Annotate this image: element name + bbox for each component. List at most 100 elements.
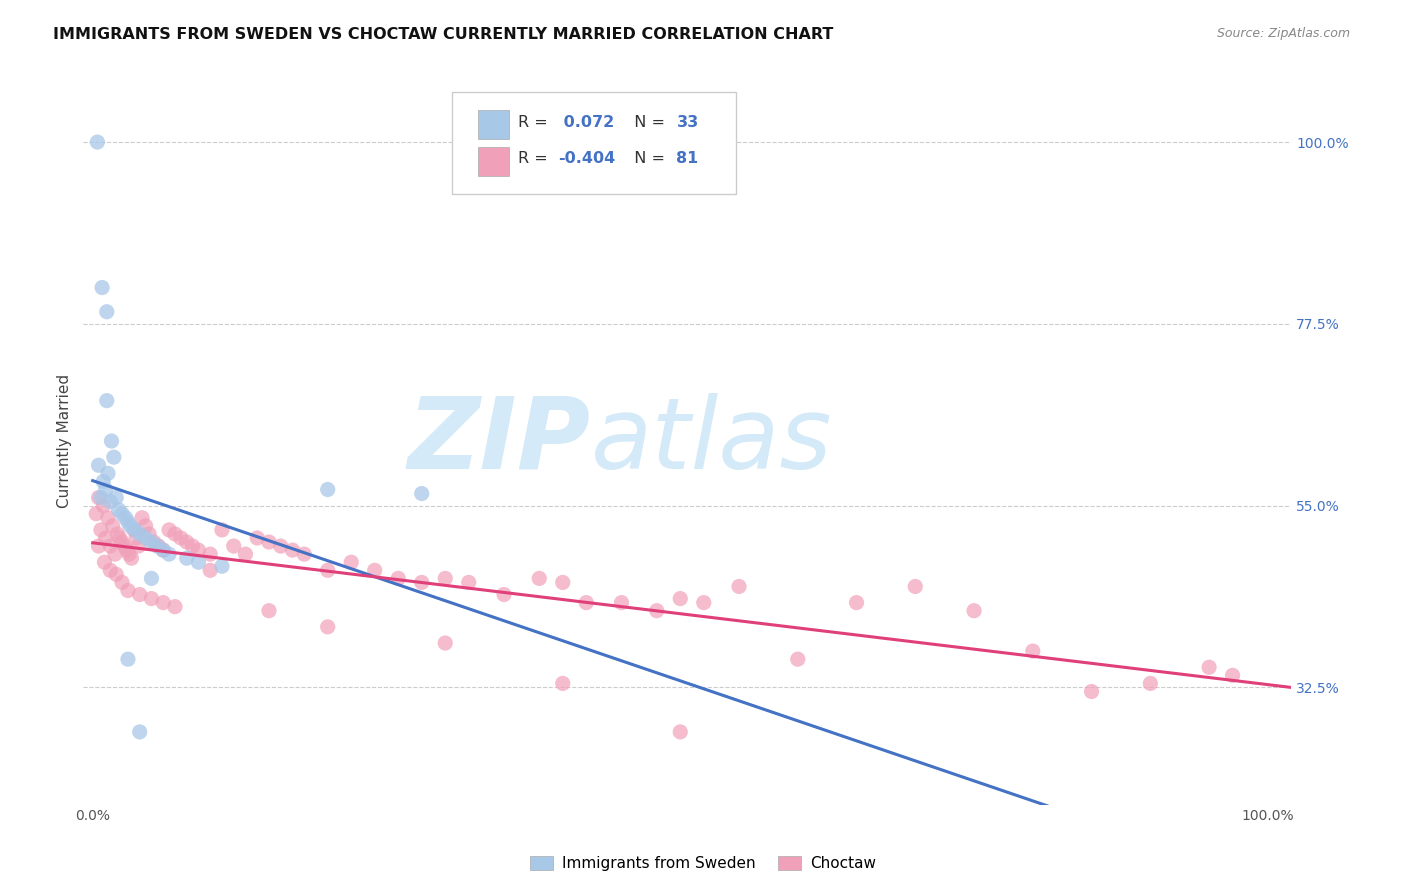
Point	[387, 571, 409, 585]
Point	[963, 604, 986, 618]
Point	[117, 583, 139, 598]
Point	[118, 547, 141, 561]
Point	[142, 535, 165, 549]
Point	[270, 539, 292, 553]
Point	[91, 280, 114, 294]
Point	[111, 507, 134, 521]
Point	[1022, 644, 1045, 658]
Point	[316, 483, 339, 497]
Point	[105, 567, 128, 582]
Point	[157, 523, 180, 537]
Point	[575, 596, 598, 610]
Point	[91, 499, 114, 513]
Point	[316, 563, 339, 577]
Point	[114, 510, 136, 524]
Point	[97, 510, 120, 524]
Point	[434, 636, 457, 650]
Point	[1222, 668, 1244, 682]
Point	[111, 535, 134, 549]
Point	[125, 531, 148, 545]
Point	[222, 539, 245, 553]
Point	[1080, 684, 1102, 698]
Point	[904, 579, 927, 593]
Point	[152, 543, 174, 558]
Point	[100, 434, 122, 448]
Point	[187, 555, 209, 569]
Point	[101, 519, 124, 533]
Point	[728, 579, 751, 593]
Point	[693, 596, 716, 610]
Point	[176, 535, 198, 549]
Point	[200, 563, 222, 577]
Point	[104, 547, 127, 561]
Point	[87, 491, 110, 505]
Point	[645, 604, 668, 618]
Point	[200, 547, 222, 561]
Point	[211, 559, 233, 574]
Point	[163, 527, 186, 541]
Point	[122, 523, 145, 537]
Text: -0.404: -0.404	[558, 152, 616, 167]
Point	[181, 539, 204, 553]
Point	[138, 527, 160, 541]
Point	[94, 531, 117, 545]
Text: N =: N =	[624, 152, 671, 167]
Point	[176, 551, 198, 566]
Point	[98, 563, 121, 577]
Point	[1139, 676, 1161, 690]
Point	[128, 588, 150, 602]
Text: IMMIGRANTS FROM SWEDEN VS CHOCTAW CURRENTLY MARRIED CORRELATION CHART: IMMIGRANTS FROM SWEDEN VS CHOCTAW CURREN…	[53, 27, 834, 42]
Point	[105, 491, 128, 505]
Point	[257, 604, 280, 618]
Point	[152, 596, 174, 610]
Text: R =: R =	[519, 152, 553, 167]
Point	[90, 491, 112, 505]
Point	[93, 555, 115, 569]
Point	[551, 676, 574, 690]
Point	[128, 539, 150, 553]
Point	[141, 535, 163, 549]
Point	[121, 551, 143, 566]
Point	[146, 539, 169, 553]
Point	[84, 507, 107, 521]
Point	[786, 652, 808, 666]
Point	[457, 575, 479, 590]
Point	[124, 523, 146, 537]
FancyBboxPatch shape	[451, 92, 735, 194]
Point	[105, 527, 128, 541]
Point	[111, 575, 134, 590]
Point	[246, 531, 269, 545]
Point	[1198, 660, 1220, 674]
Text: 0.072: 0.072	[558, 115, 614, 130]
Point	[135, 519, 157, 533]
Point	[492, 588, 515, 602]
Point	[669, 591, 692, 606]
Text: N =: N =	[624, 115, 671, 130]
Point	[434, 571, 457, 585]
Point	[97, 467, 120, 481]
Point	[551, 575, 574, 590]
Text: 33: 33	[676, 115, 699, 130]
Point	[163, 599, 186, 614]
Point	[87, 539, 110, 553]
FancyBboxPatch shape	[478, 146, 509, 176]
Point	[128, 527, 150, 541]
Point	[141, 571, 163, 585]
Point	[610, 596, 633, 610]
Point	[281, 543, 304, 558]
Y-axis label: Currently Married: Currently Married	[58, 374, 72, 508]
Point	[316, 620, 339, 634]
Point	[103, 450, 125, 465]
Point	[152, 543, 174, 558]
Point	[107, 502, 129, 516]
Point	[117, 515, 139, 529]
Point	[90, 523, 112, 537]
Point	[211, 523, 233, 537]
Text: 81: 81	[676, 152, 699, 167]
Point	[135, 531, 157, 545]
Point	[98, 494, 121, 508]
Point	[120, 519, 142, 533]
Point	[845, 596, 868, 610]
Point	[91, 475, 114, 489]
Point	[117, 652, 139, 666]
